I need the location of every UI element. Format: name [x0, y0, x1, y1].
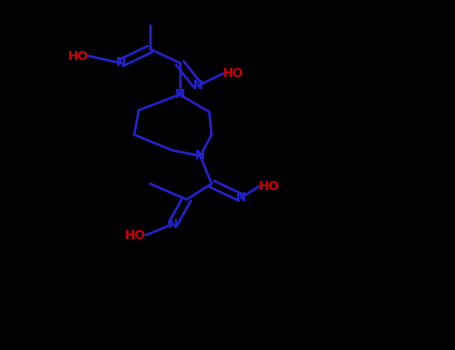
Text: N: N — [175, 88, 185, 101]
Text: N: N — [116, 56, 126, 70]
Text: HO: HO — [259, 180, 280, 193]
Text: N: N — [195, 149, 205, 162]
Text: HO: HO — [223, 67, 244, 80]
Text: N: N — [236, 191, 246, 204]
Text: N: N — [168, 217, 178, 231]
Text: HO: HO — [68, 49, 89, 63]
Text: N: N — [193, 79, 203, 92]
Text: HO: HO — [125, 229, 146, 242]
